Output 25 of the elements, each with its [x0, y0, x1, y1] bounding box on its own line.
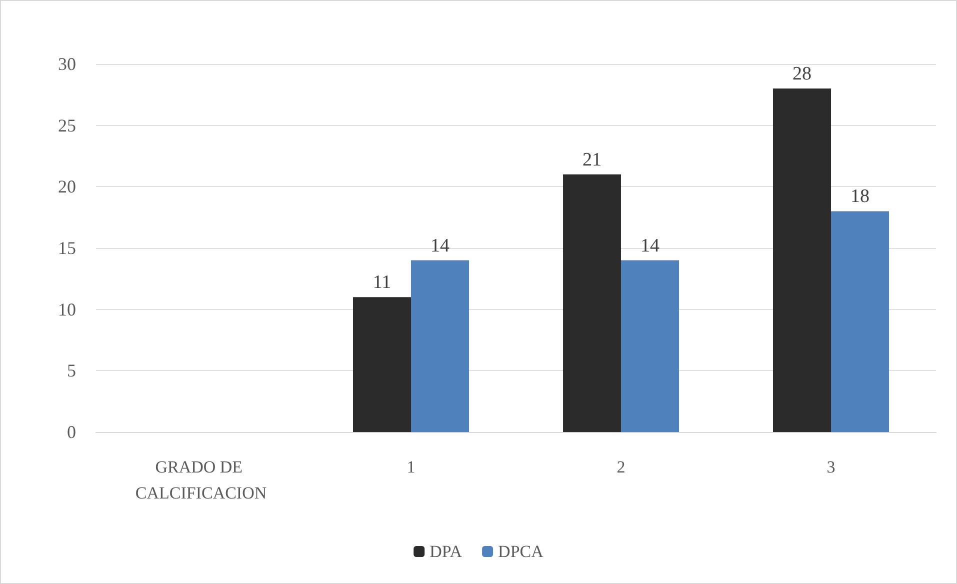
- y-tick-label: 0: [67, 422, 76, 442]
- data-label: 11: [372, 272, 392, 294]
- bar: [773, 88, 831, 432]
- legend-label: DPA: [430, 542, 463, 561]
- x-tick-label: 3: [826, 458, 836, 476]
- y-tick-label: 20: [58, 176, 76, 197]
- data-label: 28: [792, 64, 812, 85]
- bar: [411, 260, 469, 432]
- x-tick-label: 1: [406, 458, 416, 476]
- y-tick-label: 30: [58, 54, 76, 74]
- legend-label: DPCA: [498, 542, 544, 561]
- bar: [563, 174, 621, 432]
- bar: [621, 260, 679, 432]
- y-tick-label: 10: [58, 299, 76, 320]
- data-label: 21: [582, 149, 602, 170]
- bar: [831, 211, 889, 432]
- data-label: 14: [430, 235, 450, 256]
- y-tick-label: 15: [58, 238, 76, 258]
- data-label: 14: [640, 235, 660, 256]
- bar: [353, 297, 411, 432]
- x-tick-label: GRADO DE CALCIFICACION: [135, 458, 267, 502]
- y-tick-label: 5: [67, 360, 76, 381]
- x-tick-label: 2: [616, 458, 626, 476]
- data-label: 18: [850, 186, 870, 208]
- y-tick-label: 25: [58, 115, 76, 136]
